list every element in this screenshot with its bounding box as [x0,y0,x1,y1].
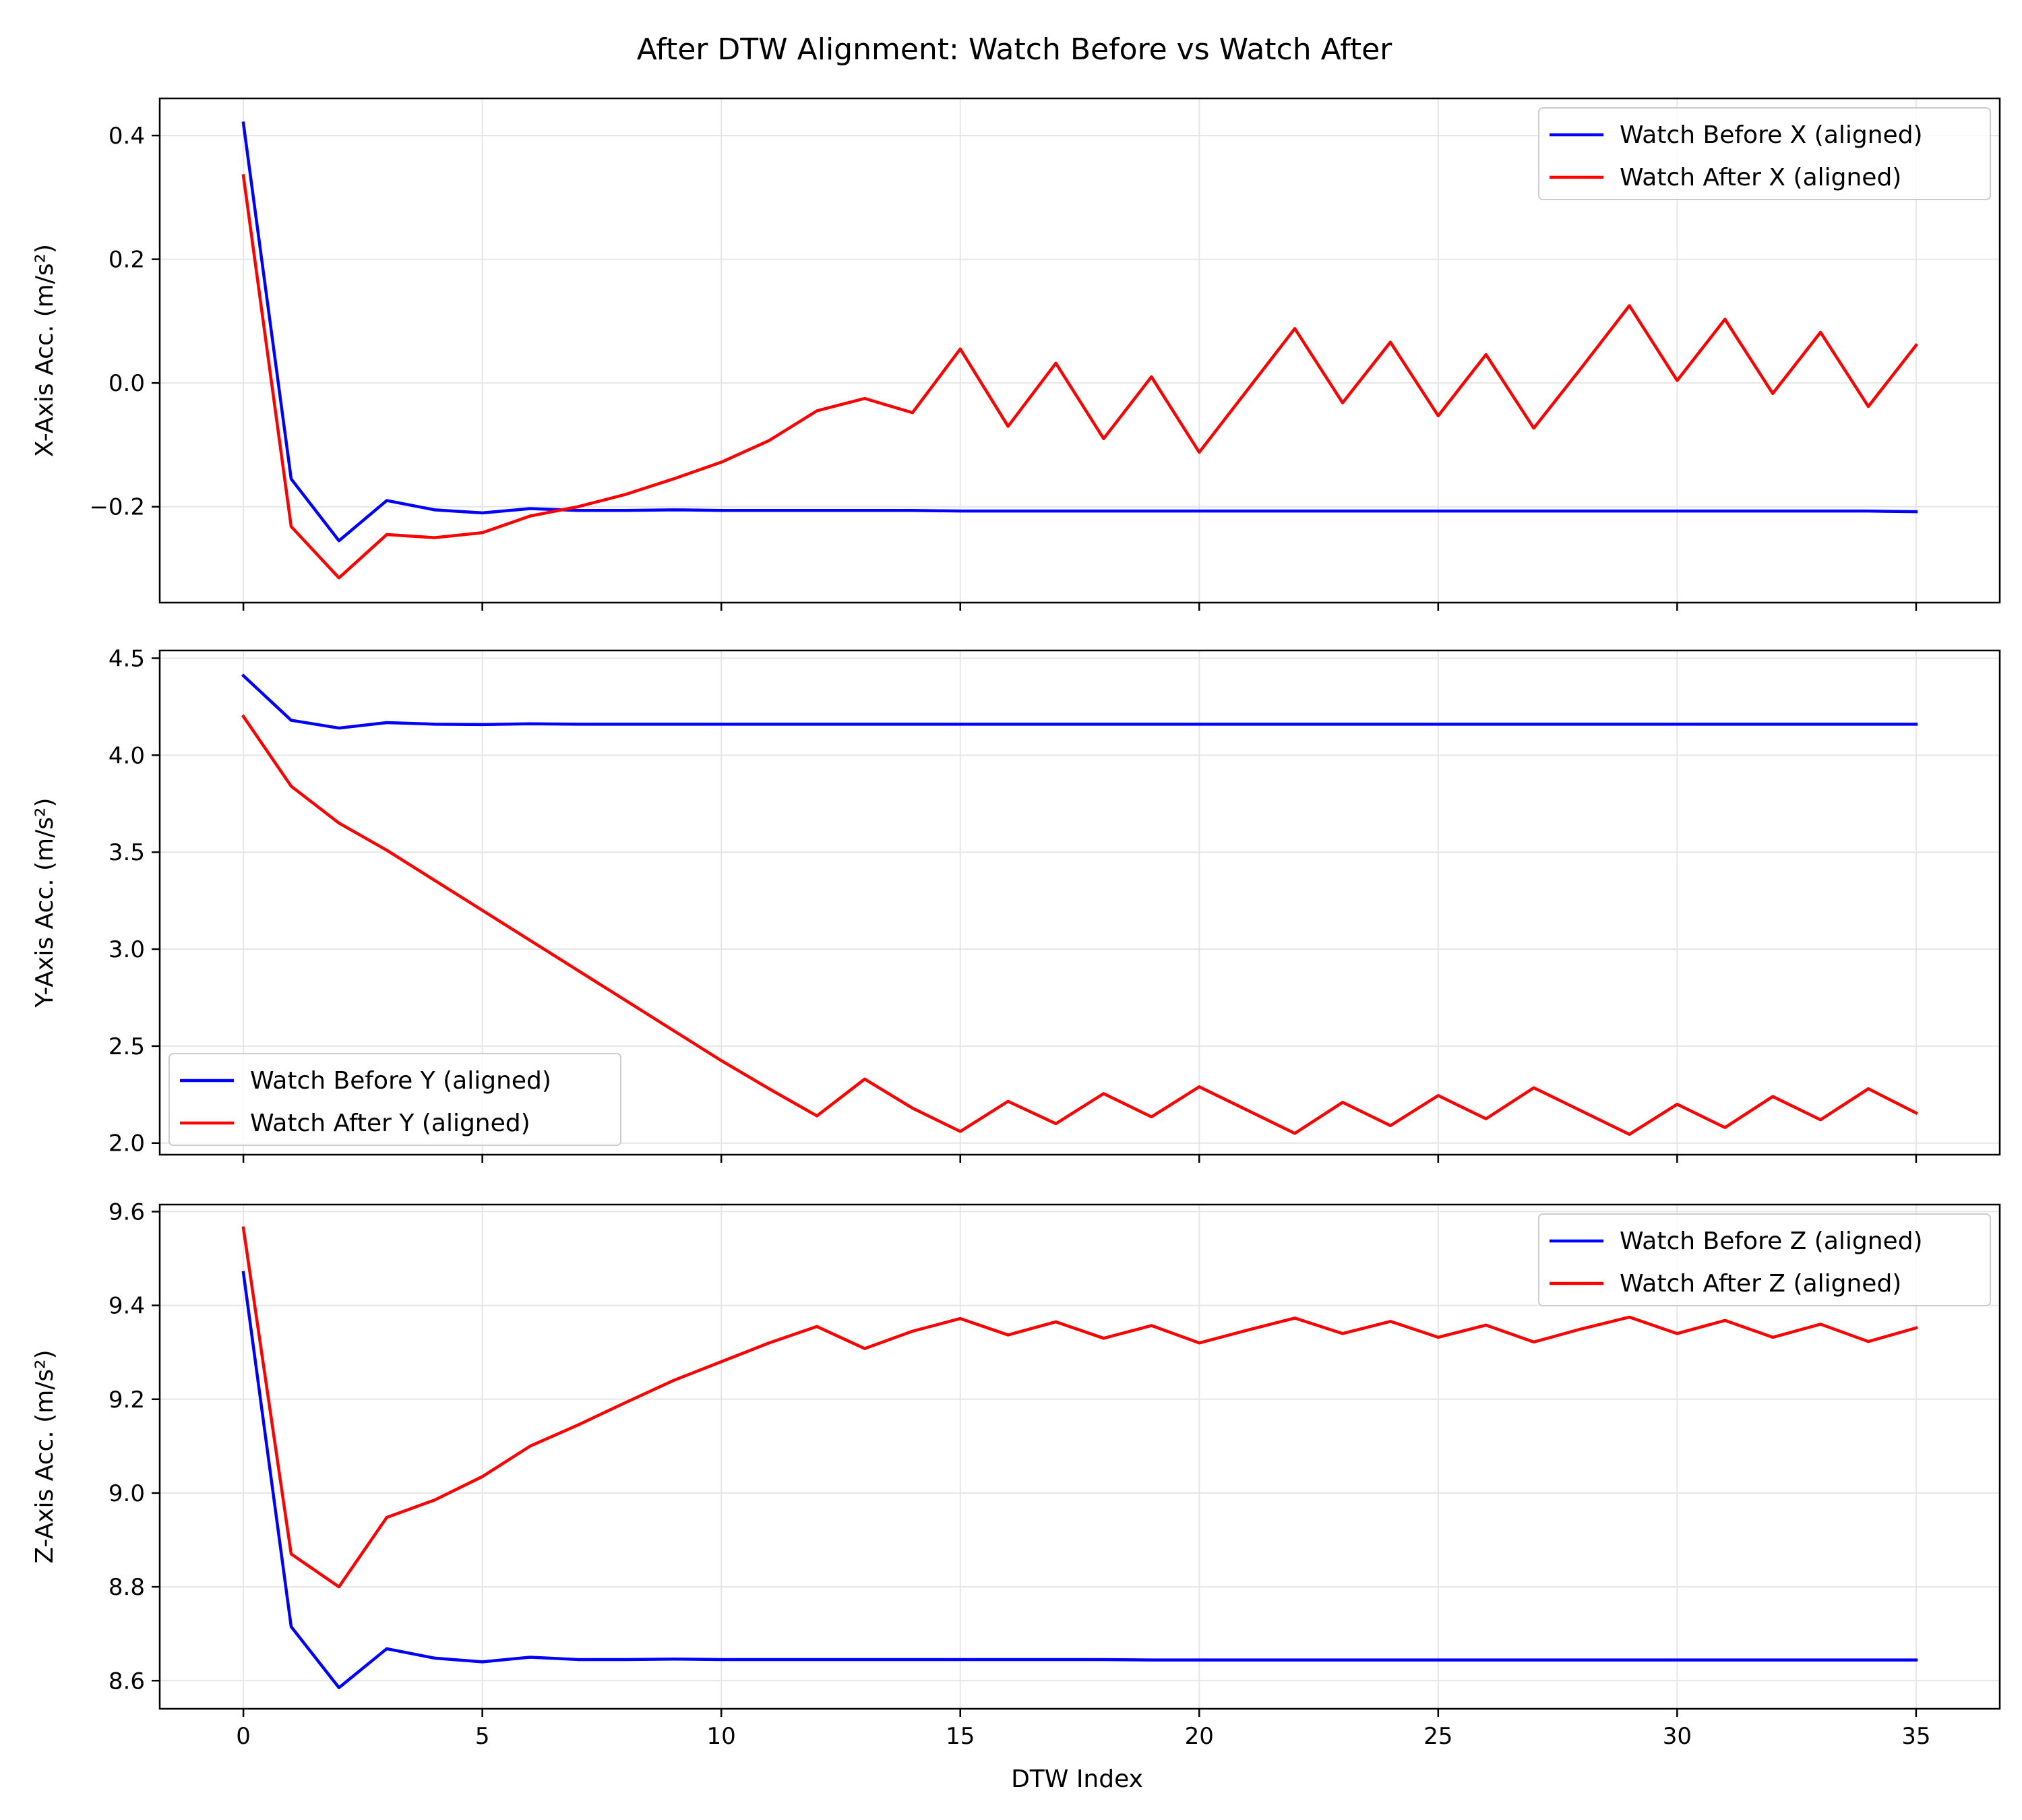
x-tick-label: 20 [1185,1723,1214,1750]
plot-frame [158,649,2001,1156]
panels: −0.2 0.0 0.2 0.4 X-Axis Acc. (m/s²) Watch Bef… [31,97,2001,1750]
legend: Watch Before X (aligned) Watch After X (a… [1538,107,1991,200]
y-tick-label: 2.0 [109,1130,145,1157]
y-tick-label: 4.5 [109,646,145,673]
y-axis-label: Z-Axis Acc. (m/s²) [31,1349,59,1563]
y-tick-label: 2.5 [109,1033,145,1060]
panel-2: 2.0 2.5 3.0 3.5 4.0 4.5 Y-Axis Acc. (m/s²) Watc… [31,646,2001,1163]
y-tick-label: 8.8 [109,1574,145,1601]
x-tick-label: 0 [236,1723,251,1750]
x-tick-label: 15 [946,1723,975,1750]
y-axis-label: Y-Axis Acc. (m/s²) [31,798,59,1008]
series-line-before [241,673,1918,730]
y-tick-label: 4.0 [109,742,145,769]
x-axis-label: DTW Index [1011,1765,1143,1793]
y-tick-label: −0.2 [89,494,145,521]
x-tick-label: 35 [1901,1723,1930,1750]
x-tick-label: 30 [1663,1723,1692,1750]
x-tick-label: 25 [1423,1723,1452,1750]
y-tick-label: 0.2 [109,247,145,274]
y-tick-label: 9.2 [109,1387,145,1414]
series-line-before [241,121,1918,543]
y-tick-label: 0.0 [109,370,145,397]
legend-label: Watch Before X (aligned) [1620,121,1923,149]
legend: Watch Before Y (aligned) Watch After Y (a… [168,1053,621,1146]
y-tick-label: 8.6 [109,1668,145,1695]
series-line-after [241,1226,1918,1589]
panel-3: 8.6 8.8 9.0 9.2 9.4 9.6 0 5 10 15 20 25 30 35 Z-Axis A… [31,1199,2001,1750]
series-line-after [241,714,1918,1136]
legend-box [1538,1213,1991,1306]
legend-label: Watch After Z (aligned) [1620,1270,1901,1298]
y-tick-label: 9.0 [109,1480,145,1507]
panel-1: −0.2 0.0 0.2 0.4 X-Axis Acc. (m/s²) Watch Bef… [31,97,2001,611]
x-tick-label: 5 [475,1723,490,1750]
legend: Watch Before Z (aligned) Watch After Z (a… [1538,1213,1991,1306]
legend-label: Watch After X (aligned) [1620,164,1901,191]
legend-box [1538,107,1991,200]
y-tick-label: 9.4 [109,1293,145,1320]
legend-box [168,1053,621,1146]
figure-title: After DTW Alignment: Watch Before vs Wat… [637,32,1392,67]
legend-label: Watch Before Y (aligned) [250,1067,551,1095]
series-line-before [241,1271,1918,1689]
y-tick-label: 3.0 [109,936,145,963]
plot-frame [158,1203,2001,1710]
plot-frame [158,97,2001,604]
x-tick-label: 10 [707,1723,736,1750]
y-tick-label: 9.6 [109,1199,145,1225]
y-axis-label: X-Axis Acc. (m/s²) [31,244,59,457]
y-tick-label: 3.5 [109,839,145,866]
series-line-after [241,174,1919,580]
y-tick-label: 0.4 [109,123,145,150]
legend-label: Watch After Y (aligned) [250,1110,530,1137]
legend-label: Watch Before Z (aligned) [1620,1227,1923,1255]
